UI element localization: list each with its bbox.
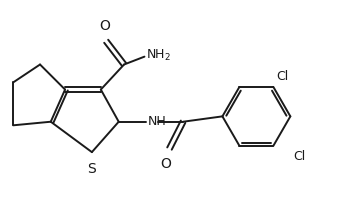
Text: Cl: Cl [293,150,306,163]
Text: S: S [88,162,96,176]
Text: NH$_2$: NH$_2$ [145,48,171,63]
Text: O: O [99,19,110,33]
Text: Cl: Cl [276,70,289,83]
Text: O: O [160,157,171,171]
Text: NH: NH [147,115,166,128]
